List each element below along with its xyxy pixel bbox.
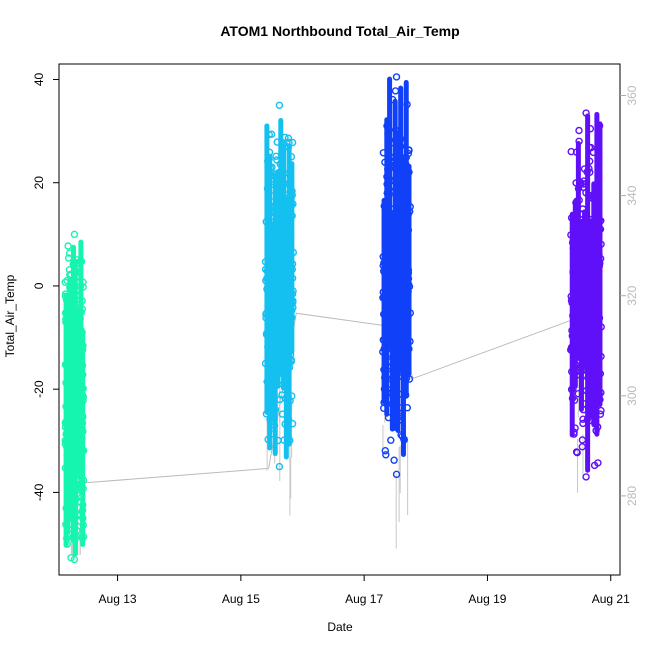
y-axis: -40 -20 0 20 40 xyxy=(32,72,59,501)
data-point xyxy=(572,448,581,456)
x-axis: Aug 13 Aug 15 Aug 17 Aug 19 Aug 21 xyxy=(99,575,630,606)
secondary-y-axis: 280 300 320 340 360 xyxy=(620,85,639,506)
y-axis-label: Total_Air_Temp xyxy=(3,274,17,357)
data-point-max xyxy=(392,73,401,81)
chart-title: ATOM1 Northbound Total_Air_Temp xyxy=(220,23,459,39)
data-point-min xyxy=(582,473,590,481)
y2-tick-label: 320 xyxy=(625,285,639,305)
data-point xyxy=(284,134,293,142)
data-point xyxy=(381,447,389,455)
series-cluster-3 xyxy=(379,73,414,479)
x-tick-label: Aug 13 xyxy=(99,592,137,606)
data-point xyxy=(387,436,395,444)
plot-frame xyxy=(58,63,621,576)
data-point xyxy=(64,242,72,250)
data-point xyxy=(594,459,602,467)
x-axis-label: Date xyxy=(327,620,353,634)
data-point-min xyxy=(70,555,79,564)
data-point-max xyxy=(582,109,590,117)
y-tick-label: -40 xyxy=(32,483,46,501)
series-cluster-1 xyxy=(61,230,88,564)
data-point xyxy=(382,451,390,459)
y-tick-label: 40 xyxy=(32,72,46,86)
data-point-max xyxy=(275,101,284,109)
y2-tick-label: 360 xyxy=(625,85,639,105)
data-point-min xyxy=(392,470,401,479)
y2-tick-label: 280 xyxy=(625,486,639,506)
y2-tick-label: 340 xyxy=(625,185,639,205)
x-tick-label: Aug 21 xyxy=(592,592,630,606)
x-tick-label: Aug 19 xyxy=(468,592,506,606)
data-point-min xyxy=(275,462,284,471)
y2-tick-label: 300 xyxy=(625,385,639,405)
data-point xyxy=(288,138,297,147)
data-point-max xyxy=(70,230,79,239)
x-tick-label: Aug 17 xyxy=(345,592,383,606)
y-tick-label: 0 xyxy=(32,282,46,289)
x-tick-label: Aug 15 xyxy=(222,592,260,606)
series-cluster-4 xyxy=(567,109,605,481)
y-tick-label: 20 xyxy=(32,176,46,190)
series-cluster-2 xyxy=(261,101,297,471)
y-tick-label: -20 xyxy=(32,380,46,398)
data-points-layer xyxy=(61,73,605,564)
data-point xyxy=(390,456,398,464)
data-point xyxy=(575,126,583,135)
secondary-series-line xyxy=(77,312,577,484)
